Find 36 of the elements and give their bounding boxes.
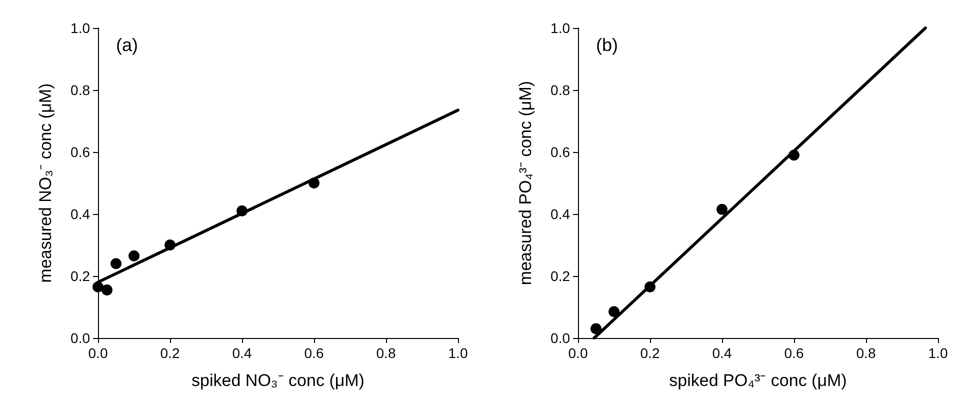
y-tick-label: 0.4 (70, 206, 90, 222)
point (716, 204, 728, 215)
y-axis-title: measured PO₄³⁻ conc (μM) (516, 80, 535, 286)
y-tick-label: 0.6 (70, 144, 90, 160)
y-tick-label: 0.8 (550, 82, 570, 98)
point (590, 323, 602, 334)
y-tick-label: 0.0 (550, 330, 570, 346)
point (110, 258, 122, 270)
x-tick-label: 1.0 (928, 345, 948, 361)
x-tick-label: 0.8 (856, 345, 876, 361)
x-tick-label: 0.2 (640, 345, 660, 361)
x-tick-label: 0.6 (784, 345, 804, 361)
y-axis-title: measured NO₃⁻ conc (μM) (36, 83, 55, 283)
annotation: (a) (116, 35, 138, 55)
annotation: (b) (596, 35, 618, 55)
y-tick-label: 0.4 (550, 206, 570, 222)
y-tick-label: 0.8 (70, 82, 90, 98)
point (102, 284, 112, 296)
x-tick-label: 0.4 (712, 345, 732, 361)
y-tick-label: 0.2 (70, 268, 90, 284)
x-tick-label: 0.2 (160, 345, 180, 361)
x-tick-label: 0.0 (568, 345, 588, 361)
y-tick-label: 0.6 (550, 144, 570, 160)
y-tick-label: 1.0 (70, 20, 90, 36)
point (608, 306, 620, 318)
x-tick-label: 0.4 (232, 345, 252, 361)
y-tick-label: 0.2 (550, 268, 570, 284)
x-axis-title: spiked PO₄³⁻ conc (μM) (669, 371, 847, 390)
point (128, 250, 140, 262)
x-tick-label: 0.6 (304, 345, 324, 361)
x-axis-title: spiked NO₃⁻ conc (μM) (192, 371, 364, 390)
y-tick-label: 1.0 (550, 20, 570, 36)
y-tick-label: 0.0 (70, 330, 90, 346)
x-tick-label: 0.0 (88, 345, 108, 361)
x-tick-label: 1.0 (448, 345, 468, 361)
x-tick-label: 0.8 (376, 345, 396, 361)
